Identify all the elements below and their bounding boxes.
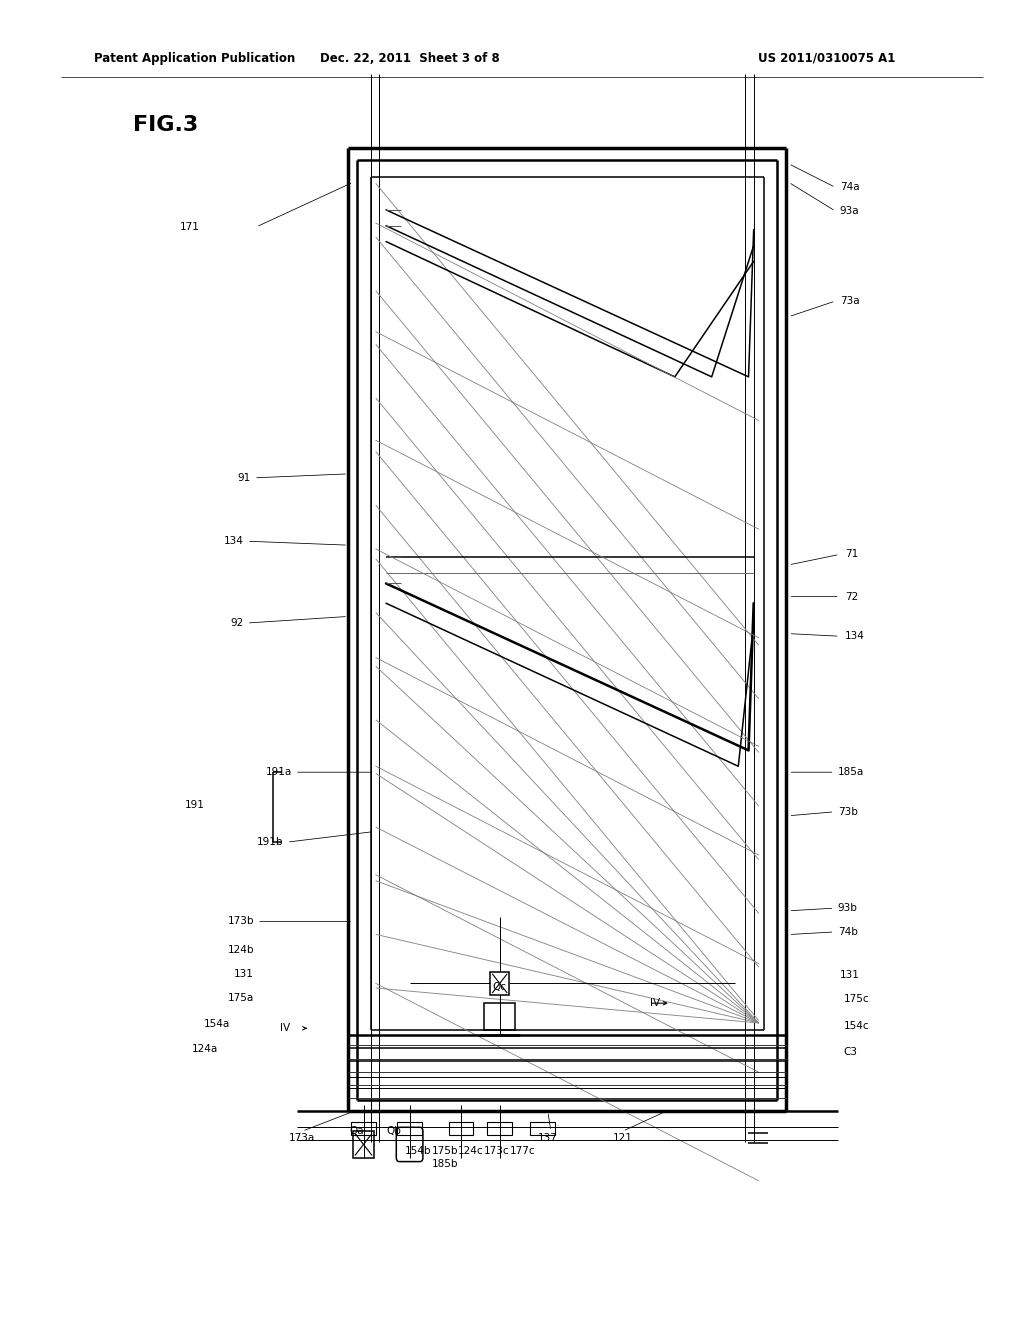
Text: 185a: 185a bbox=[838, 767, 864, 777]
Bar bbox=[490, 972, 509, 995]
Text: 191b: 191b bbox=[257, 837, 284, 847]
Text: 191a: 191a bbox=[265, 767, 292, 777]
Text: 154b: 154b bbox=[404, 1146, 431, 1156]
Text: US 2011/0310075 A1: US 2011/0310075 A1 bbox=[758, 51, 895, 65]
Bar bbox=[530, 1122, 555, 1135]
Text: 124a: 124a bbox=[191, 1044, 218, 1055]
Text: Patent Application Publication: Patent Application Publication bbox=[94, 51, 296, 65]
Text: 93a: 93a bbox=[840, 206, 859, 216]
Text: 175a: 175a bbox=[227, 993, 254, 1003]
Text: 71: 71 bbox=[845, 549, 858, 560]
Bar bbox=[397, 1122, 422, 1135]
Text: 124c: 124c bbox=[458, 1146, 484, 1156]
Text: 74b: 74b bbox=[838, 927, 857, 937]
Text: 121: 121 bbox=[612, 1133, 633, 1143]
Text: IV: IV bbox=[280, 1023, 290, 1034]
Text: IV: IV bbox=[650, 998, 660, 1008]
Text: 191: 191 bbox=[185, 800, 205, 810]
Bar bbox=[484, 1003, 515, 1030]
Text: 74a: 74a bbox=[840, 182, 859, 193]
Text: 92: 92 bbox=[230, 618, 244, 628]
Bar bbox=[487, 1122, 512, 1135]
Text: 131: 131 bbox=[840, 970, 859, 981]
Text: 185b: 185b bbox=[432, 1159, 459, 1170]
Text: 175c: 175c bbox=[844, 994, 869, 1005]
Text: 131: 131 bbox=[234, 969, 254, 979]
Text: 72: 72 bbox=[845, 591, 858, 602]
Text: Dec. 22, 2011  Sheet 3 of 8: Dec. 22, 2011 Sheet 3 of 8 bbox=[319, 51, 500, 65]
Text: 173b: 173b bbox=[227, 916, 254, 927]
Text: FIG.3: FIG.3 bbox=[133, 115, 199, 136]
Text: Qb: Qb bbox=[387, 1126, 401, 1137]
Text: 177c: 177c bbox=[509, 1146, 536, 1156]
Text: C3: C3 bbox=[844, 1047, 858, 1057]
Text: 173c: 173c bbox=[483, 1146, 510, 1156]
Text: 134: 134 bbox=[224, 536, 244, 546]
Text: 91: 91 bbox=[238, 473, 251, 483]
Text: 171: 171 bbox=[180, 222, 200, 232]
Bar bbox=[353, 1131, 374, 1158]
Text: 173a: 173a bbox=[289, 1133, 315, 1143]
Text: 73a: 73a bbox=[840, 296, 859, 306]
Text: Qc: Qc bbox=[493, 982, 507, 993]
Text: Qa: Qa bbox=[349, 1126, 364, 1137]
Text: 137: 137 bbox=[538, 1133, 558, 1143]
Text: 73b: 73b bbox=[838, 807, 857, 817]
Text: 175b: 175b bbox=[432, 1146, 459, 1156]
Text: 154c: 154c bbox=[844, 1020, 869, 1031]
Text: 93b: 93b bbox=[838, 903, 857, 913]
Text: 124b: 124b bbox=[227, 945, 254, 956]
Text: 154a: 154a bbox=[204, 1019, 230, 1030]
Bar bbox=[351, 1122, 376, 1135]
Text: 134: 134 bbox=[845, 631, 864, 642]
Bar bbox=[449, 1122, 473, 1135]
